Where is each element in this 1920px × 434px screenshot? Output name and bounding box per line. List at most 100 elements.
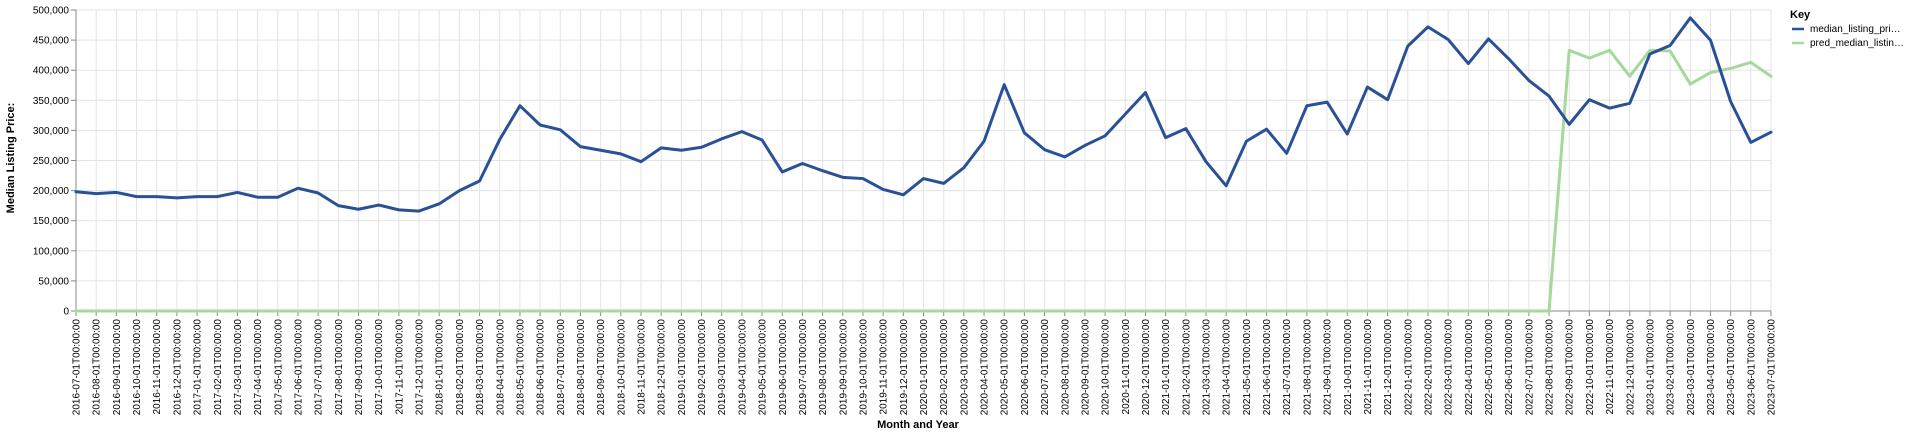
x-tick-label: 2020-11-01T00:00:00 [1121,319,1132,415]
x-tick-label: 2017-07-01T00:00:00 [314,319,325,416]
x-tick-label: 2021-02-01T00:00:00 [1181,319,1192,416]
x-tick-label: 2023-02-01T00:00:00 [1666,319,1677,416]
x-tick-label: 2016-09-01T00:00:00 [112,319,123,416]
x-tick-label: 2019-09-01T00:00:00 [838,319,849,416]
x-tick-label: 2016-07-01T00:00:00 [72,319,83,416]
series-line-0 [74,16,1773,213]
x-tick-label: 2022-10-01T00:00:00 [1585,319,1596,416]
x-tick-label: 2019-05-01T00:00:00 [758,319,769,416]
x-tick-label: 2021-06-01T00:00:00 [1262,319,1273,416]
x-tick-label: 2020-05-01T00:00:00 [1000,319,1011,416]
x-tick-label: 2021-08-01T00:00:00 [1302,319,1313,416]
y-tick-label: 400,000 [33,66,70,77]
y-tick-label: 450,000 [33,36,70,47]
x-tick-label: 2020-06-01T00:00:00 [1020,319,1031,416]
x-tick-label: 2020-09-01T00:00:00 [1080,319,1091,416]
x-tick-label: 2022-01-01T00:00:00 [1403,319,1414,416]
y-tick-label: 50,000 [38,276,69,287]
x-tick-label: 2016-11-01T00:00:00 [152,319,163,415]
x-tick-label: 2019-12-01T00:00:00 [899,319,910,416]
x-tick-label: 2019-04-01T00:00:00 [737,319,748,416]
x-tick-label: 2019-11-01T00:00:00 [879,319,890,415]
x-tick-label: 2022-05-01T00:00:00 [1484,319,1495,416]
y-tick-label: 0 [63,307,69,318]
x-tick-label: 2017-09-01T00:00:00 [354,319,365,416]
x-tick-label: 2018-10-01T00:00:00 [616,319,627,416]
x-tick-label: 2019-01-01T00:00:00 [677,319,688,416]
y-tick-label: 350,000 [33,96,70,107]
y-axis-title: Median Listing Price: [5,103,17,214]
x-tick-label: 2023-06-01T00:00:00 [1746,319,1757,416]
y-tick-label: 500,000 [33,6,70,17]
x-tick-label: 2021-07-01T00:00:00 [1282,319,1293,416]
legend: Key median_listing_pri… pred_median_listi… [1790,9,1904,49]
x-tick-label: 2020-01-01T00:00:00 [919,319,930,416]
x-tick-label: 2018-01-01T00:00:00 [435,319,446,416]
x-tick-label: 2018-05-01T00:00:00 [515,319,526,416]
y-tick-label: 100,000 [33,246,70,257]
x-tick-label: 2017-12-01T00:00:00 [415,319,426,416]
x-tick-label: 2021-04-01T00:00:00 [1222,319,1233,416]
x-tick-label: 2016-08-01T00:00:00 [92,319,103,416]
series-lines [74,16,1773,313]
x-tick-label: 2020-10-01T00:00:00 [1101,319,1112,416]
legend-items: median_listing_pri… pred_median_listin… [1792,24,1904,49]
x-tick-label: 2018-02-01T00:00:00 [455,319,466,416]
x-tick-label: 2017-10-01T00:00:00 [374,319,385,416]
x-tick-label: 2017-05-01T00:00:00 [273,319,284,416]
x-tick-label: 2022-12-01T00:00:00 [1625,319,1636,416]
x-tick-label: 2016-10-01T00:00:00 [132,319,143,416]
x-tick-label: 2023-03-01T00:00:00 [1686,319,1697,416]
x-tick-label: 2017-01-01T00:00:00 [193,319,204,416]
x-tick-label: 2022-06-01T00:00:00 [1504,319,1515,416]
x-tick-label: 2022-04-01T00:00:00 [1464,319,1475,416]
x-tick-label: 2018-11-01T00:00:00 [637,319,648,415]
x-tick-label: 2018-03-01T00:00:00 [475,319,486,416]
x-axis-title: Month and Year [877,419,959,431]
x-tick-label: 2020-08-01T00:00:00 [1060,319,1071,416]
y-tick-label: 150,000 [33,216,70,227]
x-tick-label: 2018-08-01T00:00:00 [576,319,587,416]
x-tick-label: 2019-07-01T00:00:00 [798,319,809,416]
x-tick-label: 2019-02-01T00:00:00 [697,319,708,416]
series-line-1 [74,48,1773,313]
x-tick-label: 2018-09-01T00:00:00 [596,319,607,416]
x-tick-label: 2021-01-01T00:00:00 [1161,319,1172,416]
grid [75,9,1772,312]
x-tick-label: 2021-05-01T00:00:00 [1242,319,1253,416]
x-tick-label: 2019-08-01T00:00:00 [818,319,829,416]
legend-title: Key [1790,9,1811,21]
legend-label: pred_median_listin… [1810,38,1904,49]
x-tick-label: 2022-02-01T00:00:00 [1423,319,1434,416]
x-tick-label: 2018-04-01T00:00:00 [495,319,506,416]
x-tick-label: 2022-03-01T00:00:00 [1444,319,1455,416]
x-tick-label: 2023-04-01T00:00:00 [1706,319,1717,416]
x-tick-label: 2017-08-01T00:00:00 [334,319,345,416]
x-tick-label: 2018-12-01T00:00:00 [657,319,668,416]
x-tick-label: 2018-07-01T00:00:00 [556,319,567,416]
x-tick-label: 2022-07-01T00:00:00 [1524,319,1535,416]
x-tick-label: 2016-12-01T00:00:00 [172,319,183,416]
x-tick-label: 2021-10-01T00:00:00 [1343,319,1354,416]
x-tick-label: 2020-03-01T00:00:00 [959,319,970,416]
x-tick-label: 2017-06-01T00:00:00 [293,319,304,416]
y-tick-label: 250,000 [33,156,70,167]
x-tick-label: 2020-04-01T00:00:00 [980,319,991,416]
x-tick-label: 2023-01-01T00:00:00 [1645,319,1656,416]
x-tick-label: 2020-12-01T00:00:00 [1141,319,1152,416]
x-tick-label: 2017-04-01T00:00:00 [253,319,264,416]
x-tick-label: 2023-05-01T00:00:00 [1726,319,1737,416]
y-tick-label: 200,000 [33,186,70,197]
x-tick-label: 2017-02-01T00:00:00 [213,319,224,416]
legend-label: median_listing_pri… [1810,24,1901,35]
x-tick-label: 2017-03-01T00:00:00 [233,319,244,416]
x-tick-label: 2022-08-01T00:00:00 [1545,319,1556,416]
axes: 0 50,000 100,000 150,000 200,000 250,000 300,0… [33,6,1778,416]
x-tick-label: 2021-11-01T00:00:00 [1363,319,1374,415]
x-tick-label: 2019-10-01T00:00:00 [858,319,869,416]
x-tick-label: 2018-06-01T00:00:00 [536,319,547,416]
x-tick-label: 2022-09-01T00:00:00 [1565,319,1576,416]
x-tick-label: 2020-07-01T00:00:00 [1040,319,1051,416]
